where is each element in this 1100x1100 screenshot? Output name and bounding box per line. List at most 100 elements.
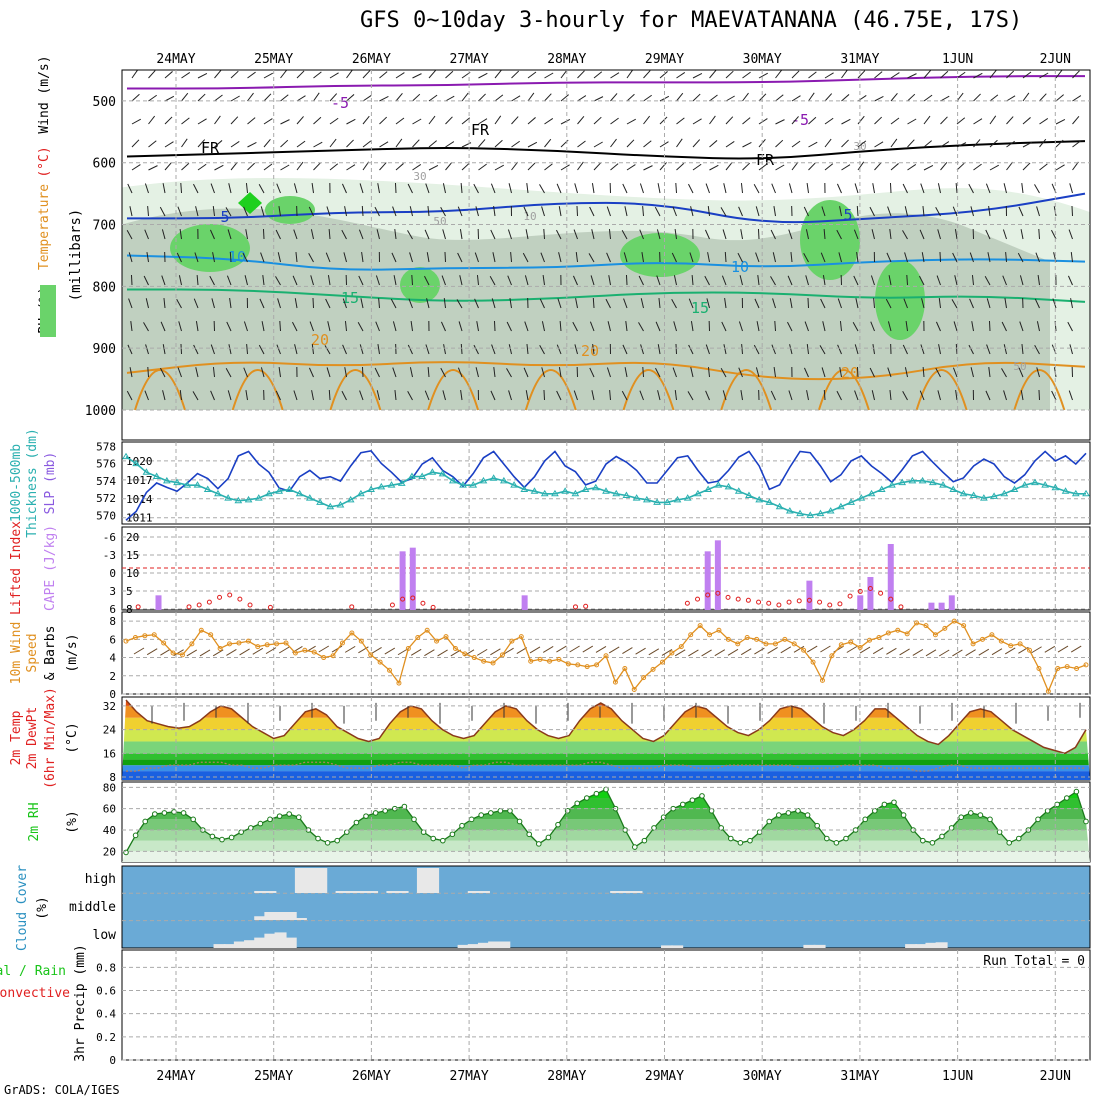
data-point — [776, 812, 782, 818]
wind-barb — [163, 298, 166, 309]
wind-barb — [276, 344, 281, 355]
tick-label: 30MAY — [743, 52, 782, 67]
wind-barb — [425, 344, 430, 355]
wind-barb — [377, 344, 380, 355]
wind-barb — [856, 205, 859, 217]
wind-barb — [592, 297, 595, 309]
wind-barb — [130, 274, 133, 286]
wind-barb — [179, 229, 182, 240]
data-point — [358, 638, 364, 644]
data-point — [641, 675, 647, 681]
axis-label: (m/s) — [37, 55, 52, 94]
wind-barb — [508, 390, 512, 401]
wind-barb — [626, 118, 636, 125]
wind-barb — [657, 390, 661, 401]
wind-barb — [772, 252, 776, 263]
data-point — [837, 502, 845, 510]
temp-band — [122, 729, 1090, 742]
wind-barb — [639, 229, 644, 240]
wind-barb — [723, 183, 727, 194]
wind-barb — [985, 229, 991, 240]
wind-barb — [475, 367, 479, 378]
data-point — [509, 638, 515, 644]
wind-barb — [410, 648, 422, 656]
data-point — [228, 834, 235, 841]
data-point — [622, 491, 631, 499]
wind-barb — [1038, 228, 1040, 240]
data-point — [651, 825, 657, 831]
wind-barb — [656, 275, 661, 286]
wind-barb — [951, 299, 958, 309]
wind-barb — [180, 343, 182, 355]
wind-barb — [889, 182, 892, 194]
li-point — [888, 596, 894, 602]
cloud-bar — [610, 891, 623, 893]
data-point — [725, 636, 731, 642]
wind-barb — [160, 648, 171, 656]
data-point — [516, 818, 523, 825]
axis-label: (°C) — [65, 722, 80, 753]
wind-barb — [788, 390, 793, 401]
data-point — [142, 468, 151, 475]
wind-barb — [442, 390, 446, 401]
data-point — [203, 485, 212, 492]
wind-barb — [573, 229, 578, 240]
wind-barb — [935, 321, 941, 332]
data-point — [829, 653, 835, 659]
wind-barb — [838, 252, 842, 263]
data-point — [214, 489, 222, 497]
wind-barb — [239, 648, 250, 656]
li-point — [695, 596, 701, 602]
li-point — [349, 604, 355, 610]
li-point — [837, 601, 843, 607]
data-point — [704, 485, 713, 492]
wind-barb — [953, 321, 958, 332]
wind-barb — [461, 162, 470, 171]
wind-barb — [605, 298, 611, 309]
data-point — [775, 502, 784, 510]
tick-label: 572 — [96, 492, 116, 505]
data-point — [295, 489, 304, 497]
wind-barb — [510, 251, 512, 263]
wind-barb — [541, 206, 545, 217]
cloud-bar — [427, 868, 440, 893]
wind-barb — [904, 252, 908, 263]
data-point — [520, 485, 529, 492]
wind-barb — [935, 367, 941, 378]
wind-barb — [506, 321, 512, 332]
wind-barb — [854, 183, 859, 194]
wind-barb — [197, 93, 206, 102]
cloud-bar — [498, 941, 511, 948]
wind-barb — [209, 229, 215, 240]
temp-band — [122, 717, 1090, 730]
wind-barb — [1001, 321, 1007, 332]
wind-barb — [654, 206, 661, 217]
data-point — [1045, 688, 1051, 694]
wind-barb — [164, 116, 173, 125]
wind-barb — [940, 162, 948, 171]
data-point — [321, 655, 327, 661]
tick-label: -3 — [103, 549, 116, 562]
tick-label: 0.2 — [96, 1031, 116, 1044]
wind-barb — [527, 141, 538, 148]
cloud-bar — [915, 944, 928, 948]
wind-barb — [428, 70, 436, 79]
wind-barb — [709, 115, 716, 125]
contour-line — [126, 140, 1086, 160]
tick-label: 570 — [96, 509, 116, 522]
wind-barb — [704, 275, 710, 286]
wind-barb — [395, 117, 405, 125]
wind-barb — [459, 229, 463, 240]
wind-barb — [824, 117, 834, 125]
data-point — [745, 491, 753, 499]
wind-barb — [742, 142, 752, 148]
wind-barb — [857, 115, 865, 125]
wind-barb — [473, 344, 479, 355]
wind-barb — [243, 367, 248, 378]
data-point — [497, 808, 504, 814]
wind-barb — [823, 389, 826, 401]
wind-barb — [346, 139, 354, 148]
wind-barb — [857, 70, 866, 79]
wind-barb — [675, 182, 677, 194]
contour-label: -5 — [791, 111, 809, 129]
